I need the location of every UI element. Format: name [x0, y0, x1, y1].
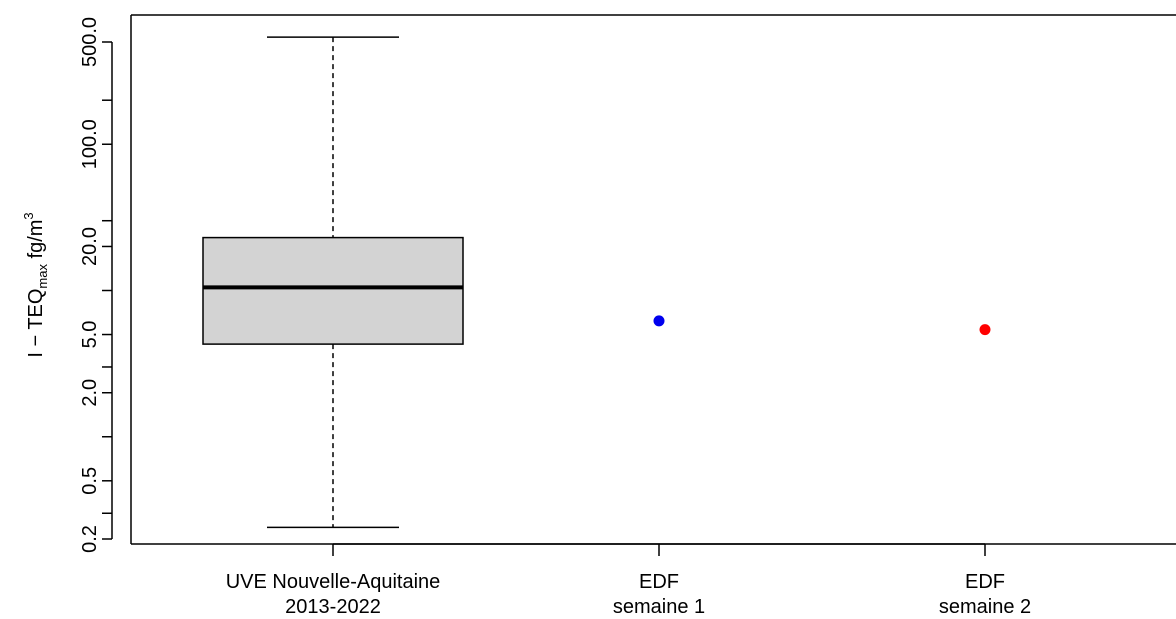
y-tick-label: 500.0 [79, 17, 101, 67]
x-tick-label: EDF [639, 571, 679, 593]
y-tick-label: 100.0 [79, 119, 101, 169]
boxplot [202, 36, 464, 529]
y-axis-title-subscript: max [35, 264, 50, 289]
box-iqr [202, 236, 464, 345]
x-tick-label: UVE Nouvelle-Aquitaine [226, 571, 441, 593]
y-tick-label: 0.5 [79, 467, 101, 495]
x-tick-label-line2: 2013-2022 [285, 596, 381, 618]
y-axis: 0.2 0.5 2.0 5.0 20.0 100.0 500.0 [79, 17, 113, 553]
data-points [653, 315, 991, 336]
y-tick-label: 5.0 [79, 321, 101, 349]
x-tick-label: EDF [965, 571, 1005, 593]
x-tick-label-line2: semaine 1 [613, 596, 705, 618]
x-axis: UVE Nouvelle-Aquitaine 2013-2022 EDF semain… [226, 543, 1031, 618]
y-axis-title-prefix: I − TEQ [25, 289, 47, 358]
data-point [653, 315, 665, 327]
data-point [979, 324, 991, 336]
y-tick-label: 20.0 [79, 227, 101, 266]
y-axis-title: I − TEQmax fg/m3 [21, 212, 50, 357]
x-tick-label-line2: semaine 2 [939, 596, 1031, 618]
y-axis-title-superscript: 3 [21, 212, 36, 219]
y-tick-label: 2.0 [79, 379, 101, 407]
y-axis-title-unit: fg/m [25, 220, 47, 264]
y-tick-label: 0.2 [79, 525, 101, 553]
